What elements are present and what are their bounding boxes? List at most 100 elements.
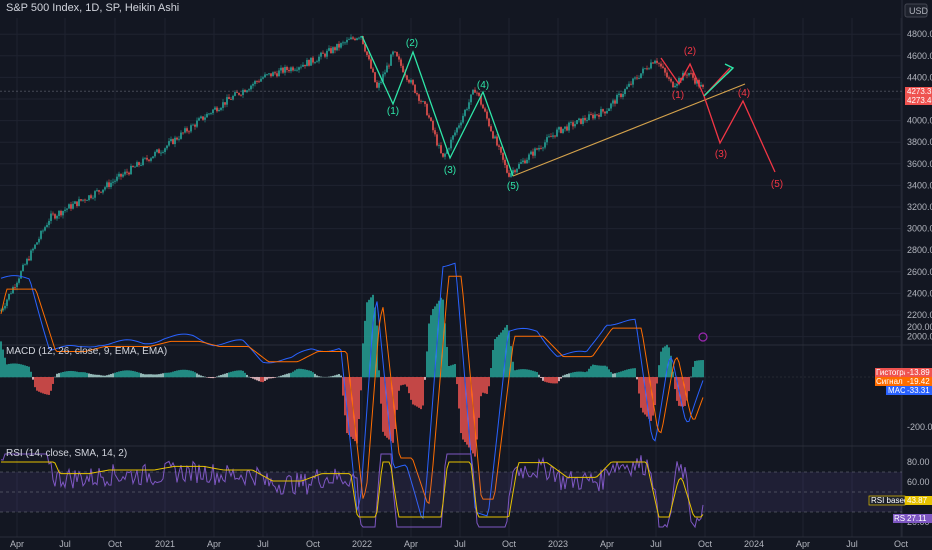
price-tick-label: 4400.00 bbox=[907, 72, 932, 82]
candle-body bbox=[94, 191, 96, 198]
macd-histogram-bar bbox=[44, 377, 46, 395]
candle-body bbox=[202, 116, 204, 120]
candle-body bbox=[346, 39, 348, 43]
candle-body bbox=[208, 113, 210, 115]
candle-body bbox=[554, 135, 556, 137]
candle-body bbox=[492, 131, 494, 139]
macd-histogram-bar bbox=[494, 339, 496, 378]
candle-body bbox=[50, 213, 52, 221]
candle-body bbox=[280, 67, 282, 71]
macd-histogram-bar bbox=[492, 350, 494, 378]
candle-body bbox=[104, 187, 106, 190]
macd-histogram-bar bbox=[30, 371, 32, 378]
macd-histogram-bar bbox=[184, 369, 186, 378]
macd-histogram-bar bbox=[600, 365, 602, 378]
macd-histogram-bar bbox=[590, 366, 592, 378]
candle-body bbox=[180, 132, 182, 139]
macd-histogram-bar bbox=[186, 369, 188, 378]
candle-body bbox=[144, 157, 146, 159]
price-tick-label: 4800.00 bbox=[907, 29, 932, 39]
time-tick-label: Oct bbox=[108, 539, 123, 549]
macd-histogram-bar bbox=[166, 372, 168, 378]
macd-histogram-bar bbox=[562, 375, 564, 378]
macd-line bbox=[0, 262, 704, 520]
candle-body bbox=[606, 111, 608, 114]
candle-body bbox=[300, 66, 302, 68]
candle-body bbox=[634, 77, 636, 79]
macd-histogram-bar bbox=[404, 377, 406, 385]
candle-body bbox=[316, 61, 318, 63]
macd-histogram-bar bbox=[100, 375, 102, 378]
macd-histogram-bar bbox=[304, 369, 306, 378]
time-tick-label: Oct bbox=[502, 539, 517, 549]
price-tick-label: 2200.00 bbox=[907, 310, 932, 320]
candle-body bbox=[314, 62, 316, 64]
macd-histogram-bar bbox=[368, 299, 370, 378]
macd-histogram-bar bbox=[332, 375, 334, 378]
candle-body bbox=[696, 80, 698, 84]
candle-body bbox=[366, 51, 368, 56]
candle-body bbox=[670, 78, 672, 82]
macd-histogram-bar bbox=[42, 377, 44, 394]
macd-histogram-bar bbox=[224, 373, 226, 378]
macd-histogram-bar bbox=[290, 372, 292, 378]
macd-histogram-bar bbox=[550, 377, 552, 384]
candle-body bbox=[630, 83, 632, 85]
macd-tick-label: 200.00 bbox=[907, 322, 932, 332]
macd-histogram-bar bbox=[462, 377, 464, 440]
macd-histogram-bar bbox=[446, 346, 448, 378]
candle-body bbox=[304, 64, 306, 67]
candle-body bbox=[416, 92, 418, 95]
price-tick-label: 2600.00 bbox=[907, 267, 932, 277]
candle-body bbox=[576, 120, 578, 125]
candle-body bbox=[148, 159, 150, 161]
macd-histogram-bar bbox=[586, 371, 588, 378]
candle-body bbox=[126, 171, 128, 173]
macd-histogram-bar bbox=[16, 363, 18, 378]
candle-body bbox=[566, 126, 568, 131]
macd-histogram-bar bbox=[260, 377, 262, 382]
candle-body bbox=[258, 81, 260, 83]
candle-body bbox=[386, 65, 388, 73]
macd-histogram-bar bbox=[312, 372, 314, 378]
macd-histogram-bar bbox=[458, 377, 460, 409]
macd-histogram-bar bbox=[308, 370, 310, 378]
macd-histogram-bar bbox=[218, 375, 220, 378]
candle-body bbox=[206, 113, 208, 118]
candle-body bbox=[640, 73, 642, 79]
candle-body bbox=[420, 100, 422, 102]
macd-histogram-bar bbox=[314, 373, 316, 378]
candle-body bbox=[550, 136, 552, 138]
macd-histogram-bar bbox=[306, 369, 308, 378]
macd-histogram-bar bbox=[256, 377, 258, 381]
macd-histogram-bar bbox=[372, 294, 374, 378]
macd-histogram-bar bbox=[50, 377, 52, 391]
event-icon[interactable] bbox=[698, 332, 708, 342]
candle-body bbox=[30, 250, 32, 261]
rsi-line bbox=[0, 453, 704, 529]
macd-histogram-bar bbox=[302, 369, 304, 378]
candle-body bbox=[80, 199, 82, 201]
candle-body bbox=[690, 73, 692, 74]
candle-body bbox=[278, 70, 280, 77]
macd-histogram-bar bbox=[410, 377, 412, 400]
currency-button[interactable] bbox=[904, 3, 928, 18]
macd-histogram-bar bbox=[262, 377, 264, 383]
candle-body bbox=[132, 165, 134, 167]
macd-histogram-bar bbox=[448, 366, 450, 378]
macd-histogram-bar bbox=[340, 375, 342, 378]
macd-histogram-bar bbox=[248, 376, 250, 378]
candle-body bbox=[352, 37, 354, 39]
candle-body bbox=[562, 128, 564, 133]
time-tick-label: Apr bbox=[796, 539, 810, 549]
candle-body bbox=[582, 118, 584, 124]
candle-body bbox=[194, 124, 196, 127]
candle-body bbox=[626, 86, 628, 90]
macd-histogram-bar bbox=[84, 372, 86, 378]
macd-histogram-bar bbox=[62, 371, 64, 378]
macd-histogram-bar bbox=[126, 370, 128, 378]
macd-histogram-bar bbox=[46, 377, 48, 395]
time-tick-label: Apr bbox=[207, 539, 221, 549]
macd-histogram-bar bbox=[554, 377, 556, 384]
